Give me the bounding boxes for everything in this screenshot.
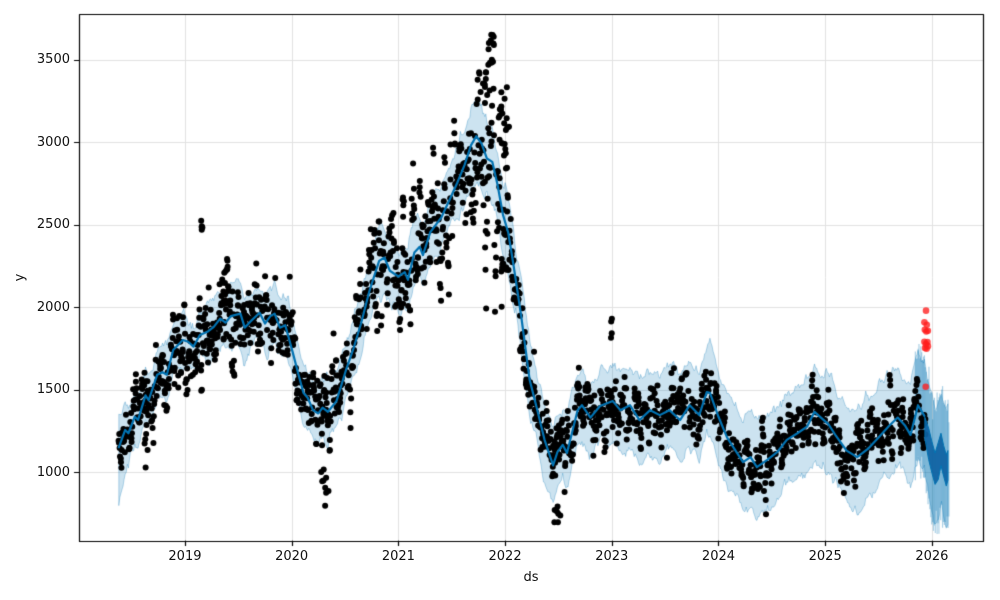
y-tick-label: 3000 bbox=[36, 134, 70, 150]
x-axis-label: ds bbox=[523, 570, 539, 585]
y-tick-label: 2000 bbox=[36, 299, 70, 315]
x-tick-label: 2022 bbox=[488, 549, 522, 564]
x-tick-label: 2019 bbox=[168, 549, 202, 564]
y-tick-label: 3500 bbox=[36, 52, 70, 68]
y-axis-label: y bbox=[12, 273, 28, 281]
y-tick-label: 2500 bbox=[36, 217, 70, 233]
x-tick-label: 2020 bbox=[275, 549, 309, 564]
x-tick-label: 2024 bbox=[701, 549, 736, 564]
x-tick-label: 2023 bbox=[595, 549, 629, 564]
y-tick-label: 1500 bbox=[36, 382, 70, 398]
x-tick-label: 2026 bbox=[915, 549, 949, 564]
x-tick-label: 2025 bbox=[808, 549, 842, 564]
x-tick-label: 2021 bbox=[381, 549, 415, 564]
y-tick-label: 1000 bbox=[36, 464, 70, 480]
